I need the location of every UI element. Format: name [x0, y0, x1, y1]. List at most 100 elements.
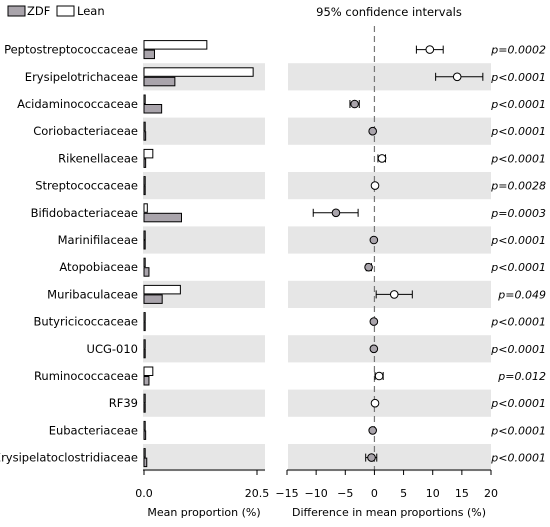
bar-zdf	[143, 240, 146, 250]
difference-point	[368, 426, 377, 435]
difference-point	[425, 45, 435, 54]
p-value: p<0.0001	[490, 316, 546, 329]
p-value: p<0.0001	[490, 343, 546, 356]
category-label: Streptococcaceae	[35, 179, 138, 193]
category-label: Butyricicoccaceae	[33, 315, 138, 329]
bar-zdf	[143, 185, 146, 196]
row-band-diff	[288, 335, 491, 363]
p-value: p=0.0003	[490, 207, 546, 220]
difference-point	[389, 290, 399, 299]
bar-axis-tick-label-0: 0.0	[135, 487, 153, 500]
difference-axis-tick-label: 10	[426, 487, 440, 500]
difference-axis: Difference in mean proportions (%) −15 −1…	[275, 469, 498, 519]
difference-point	[369, 317, 379, 326]
difference-markers	[312, 45, 484, 462]
row-band-diff	[288, 389, 491, 417]
category-label: Peptostreptococcaceae	[4, 43, 138, 57]
p-value: p<0.0001	[490, 98, 546, 111]
difference-point	[370, 181, 380, 190]
p-value: p<0.0001	[490, 424, 546, 437]
difference-point	[370, 398, 380, 408]
row-band-diff	[288, 172, 491, 200]
p-value: p<0.0001	[490, 452, 546, 465]
p-value: p<0.0001	[490, 234, 546, 247]
difference-axis-tick-label: −10	[305, 487, 328, 500]
p-value: p=0.049	[497, 288, 546, 301]
bar-lean	[143, 393, 146, 404]
p-value: p=0.0002	[490, 44, 546, 57]
bar-lean	[143, 176, 146, 186]
row-band-bar	[143, 172, 265, 200]
row-band-bar	[143, 389, 265, 417]
category-label: Rikenellaceae	[58, 151, 138, 165]
bar-zdf	[143, 376, 150, 386]
row-band-bar	[143, 226, 265, 254]
difference-point	[377, 154, 387, 163]
bar-lean	[143, 94, 146, 104]
bar-lean	[143, 40, 208, 50]
difference-point	[368, 126, 377, 136]
row-band-diff	[288, 117, 491, 145]
bar-zdf	[143, 49, 155, 60]
category-label: Atopobiaceae	[59, 260, 138, 274]
category-label: Eubacteriaceae	[49, 423, 138, 437]
category-labels: Peptostreptococcaceae Erysipelotrichaceae…	[0, 43, 138, 465]
bar-zdf	[143, 294, 163, 304]
bar-axis: 0.0 20.5 Mean proportion (%)	[135, 469, 269, 519]
difference-point	[369, 344, 379, 354]
legend: ZDF Lean	[7, 4, 105, 18]
bar-lean	[143, 284, 181, 295]
difference-axis-label: Difference in mean proportions (%)	[292, 506, 486, 519]
bar-axis-label: Mean proportion (%)	[147, 506, 260, 519]
bar-lean	[143, 420, 146, 431]
bar-lean	[143, 366, 154, 376]
category-label: Coriobacteriaceae	[33, 124, 138, 138]
category-label: Acidaminococcaceae	[17, 97, 138, 111]
bar-zdf	[143, 131, 147, 141]
bar-zdf	[143, 267, 150, 277]
row-band-diff	[288, 226, 491, 254]
bar-zdf	[143, 430, 147, 440]
legend-swatch-zdf	[7, 5, 26, 17]
p-value: p=0.012	[497, 370, 546, 383]
category-label: Marinifilaceae	[58, 233, 138, 247]
bar-lean	[143, 203, 148, 213]
difference-point	[350, 99, 359, 109]
category-label: UCG-010	[87, 342, 138, 356]
p-value: p<0.0001	[490, 71, 546, 84]
category-label: Erysipelotrichaceae	[25, 70, 138, 84]
p-value: p<0.0001	[490, 152, 546, 165]
row-band-diff	[288, 444, 491, 472]
difference-axis-tick-label: 20	[484, 487, 498, 500]
difference-axis-tick-label: −15	[275, 487, 298, 500]
difference-point	[331, 208, 341, 218]
row-bands	[143, 63, 491, 472]
category-label: Ruminococcaceae	[34, 369, 138, 383]
bar-zdf	[143, 104, 163, 114]
bar-lean	[143, 257, 146, 268]
bar-zdf	[143, 76, 176, 87]
bar-lean	[143, 230, 146, 240]
difference-axis-tick-label: 5	[400, 487, 407, 500]
proportion-bars	[143, 40, 254, 468]
bar-lean	[143, 448, 146, 458]
p-value: p<0.0001	[490, 261, 546, 274]
p-value: p<0.0001	[490, 397, 546, 410]
category-label: Erysipelatoclostridiaceae	[0, 451, 138, 465]
difference-point	[374, 371, 384, 381]
bar-lean	[143, 148, 154, 159]
bar-zdf	[143, 212, 182, 223]
legend-swatch-lean	[56, 5, 75, 17]
row-band-bar	[143, 444, 265, 472]
bar-lean	[143, 67, 254, 77]
difference-axis-tick-label: 15	[455, 487, 469, 500]
difference-axis-tick-label: −5	[337, 487, 353, 500]
ci-title: 95% confidence intervals	[316, 5, 462, 19]
bar-lean	[143, 312, 146, 322]
legend-label-lean: Lean	[77, 4, 105, 18]
legend-label-zdf: ZDF	[27, 4, 50, 18]
difference-axis-tick-label: 0	[371, 487, 378, 500]
bar-zdf	[143, 158, 147, 168]
difference-point	[452, 72, 462, 82]
